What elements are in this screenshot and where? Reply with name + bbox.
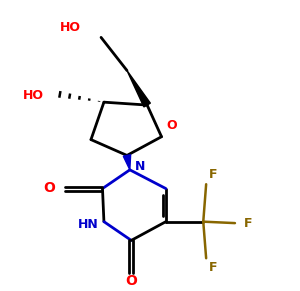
Text: HO: HO [23,89,44,102]
Text: F: F [209,261,218,274]
Text: O: O [43,181,55,195]
Text: F: F [244,217,252,230]
Text: O: O [166,119,177,132]
Text: F: F [209,168,218,181]
Polygon shape [127,70,150,107]
Text: HN: HN [78,218,98,231]
Text: HO: HO [60,21,81,34]
Text: O: O [125,274,137,288]
Polygon shape [123,155,130,170]
Text: N: N [135,159,146,173]
